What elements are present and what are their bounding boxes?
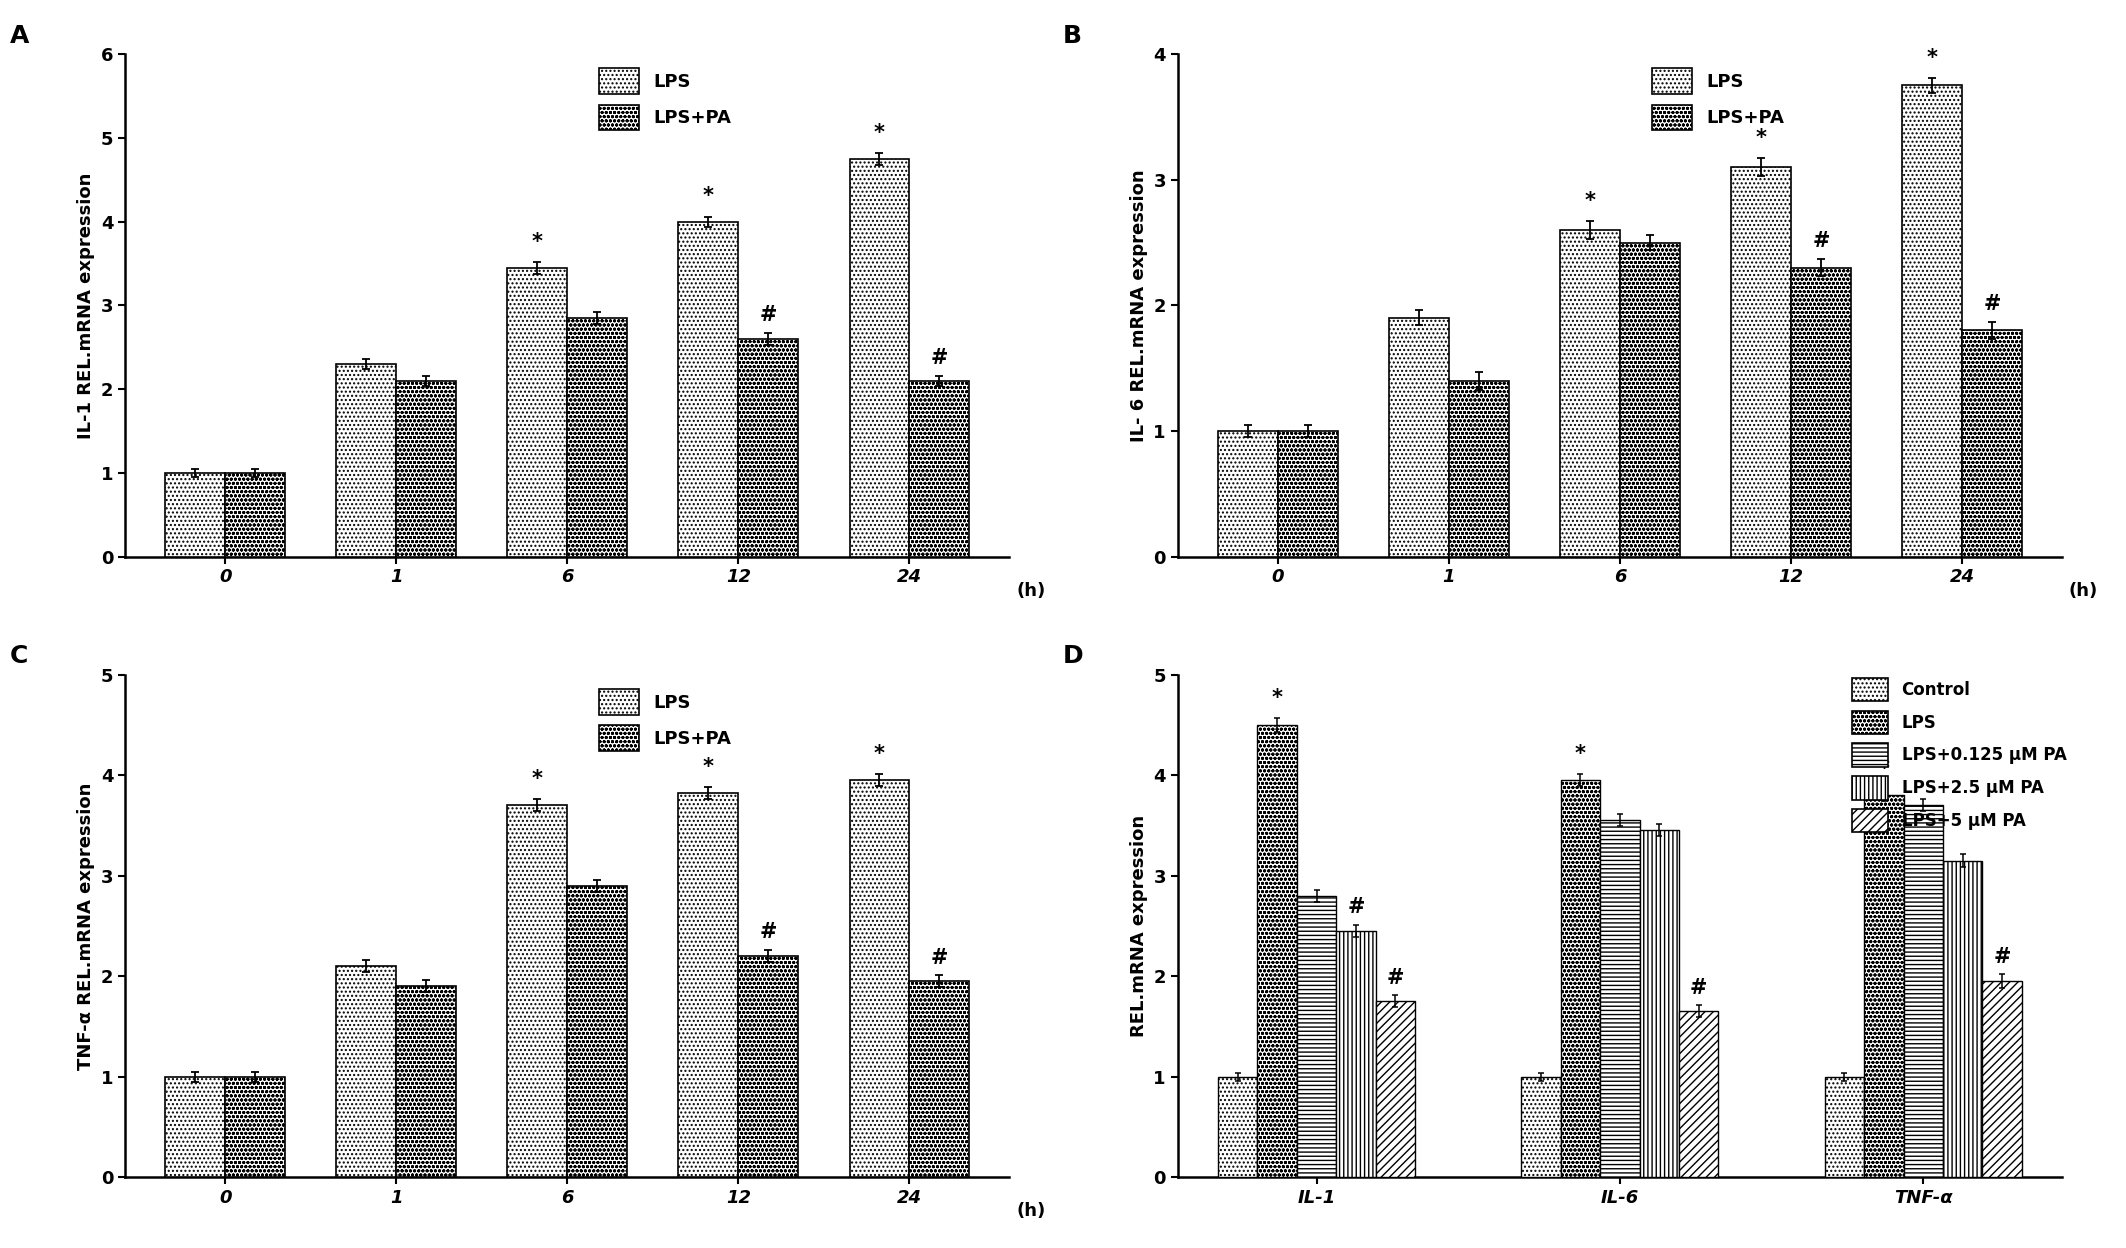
Bar <box>850 158 910 557</box>
Text: *: * <box>874 122 884 142</box>
Bar <box>1297 896 1337 1177</box>
Bar <box>1639 830 1680 1177</box>
Bar <box>910 981 969 1177</box>
Text: #: # <box>931 348 948 368</box>
Bar <box>508 805 568 1177</box>
Text: #: # <box>931 947 948 967</box>
Text: #: # <box>759 922 776 942</box>
Text: D: D <box>1063 644 1084 669</box>
Bar <box>395 381 457 557</box>
Text: (h): (h) <box>1016 582 1046 600</box>
Text: *: * <box>874 744 884 764</box>
Text: #: # <box>1811 231 1830 251</box>
Bar <box>1448 381 1509 557</box>
Text: *: * <box>1756 129 1767 149</box>
Text: #: # <box>1348 897 1365 917</box>
Text: *: * <box>1584 191 1594 211</box>
Y-axis label: TNF-α REL.mRNA expression: TNF-α REL.mRNA expression <box>77 782 96 1070</box>
Bar <box>1218 431 1278 557</box>
Bar <box>1981 981 2022 1177</box>
Text: *: * <box>704 186 714 206</box>
Text: *: * <box>1271 688 1282 708</box>
Bar <box>738 339 797 557</box>
Bar <box>1601 820 1639 1177</box>
Text: #: # <box>1994 946 2011 967</box>
Bar <box>568 318 627 557</box>
Bar <box>1376 1001 1416 1177</box>
Bar <box>678 222 738 557</box>
Bar <box>1522 1077 1560 1177</box>
Bar <box>166 1077 225 1177</box>
Bar <box>1218 1077 1256 1177</box>
Bar <box>1903 85 1962 557</box>
Bar <box>1943 861 1981 1177</box>
Y-axis label: IL- 6 REL.mRNA expression: IL- 6 REL.mRNA expression <box>1129 168 1148 442</box>
Bar <box>568 886 627 1177</box>
Text: *: * <box>532 769 542 789</box>
Bar <box>1560 780 1601 1177</box>
Bar <box>225 473 285 557</box>
Bar <box>1865 795 1903 1177</box>
Text: (h): (h) <box>1016 1202 1046 1221</box>
Bar <box>738 956 797 1177</box>
Bar <box>1962 331 2022 557</box>
Text: #: # <box>759 306 776 326</box>
Bar <box>678 794 738 1177</box>
Text: *: * <box>532 232 542 252</box>
Text: #: # <box>1386 967 1403 987</box>
Legend: LPS, LPS+PA: LPS, LPS+PA <box>593 684 738 756</box>
Legend: LPS, LPS+PA: LPS, LPS+PA <box>1648 62 1790 136</box>
Bar <box>336 364 395 557</box>
Bar <box>1337 931 1376 1177</box>
Text: #: # <box>1690 977 1707 997</box>
Bar <box>1620 242 1680 557</box>
Text: C: C <box>11 644 28 669</box>
Legend: Control, LPS, LPS+0.125 μM PA, LPS+2.5 μM PA, LPS+5 μM PA: Control, LPS, LPS+0.125 μM PA, LPS+2.5 μ… <box>1847 673 2071 837</box>
Bar <box>166 473 225 557</box>
Text: #: # <box>1984 295 2001 314</box>
Legend: LPS, LPS+PA: LPS, LPS+PA <box>593 62 738 136</box>
Y-axis label: REL.mRNA expression: REL.mRNA expression <box>1129 815 1148 1037</box>
Bar <box>1388 318 1448 557</box>
Bar <box>395 986 457 1177</box>
Bar <box>1731 167 1790 557</box>
Bar <box>1680 1011 1718 1177</box>
Text: (h): (h) <box>2069 582 2098 600</box>
Text: B: B <box>1063 24 1082 47</box>
Bar <box>1790 267 1852 557</box>
Text: A: A <box>11 24 30 47</box>
Bar <box>225 1077 285 1177</box>
Text: *: * <box>1575 744 1586 764</box>
Bar <box>910 381 969 557</box>
Bar <box>1560 230 1620 557</box>
Bar <box>508 267 568 557</box>
Text: *: * <box>1877 759 1890 779</box>
Bar <box>1256 725 1297 1177</box>
Bar <box>336 966 395 1177</box>
Bar <box>850 780 910 1177</box>
Text: *: * <box>704 758 714 778</box>
Bar <box>1903 805 1943 1177</box>
Bar <box>1824 1077 1865 1177</box>
Y-axis label: IL-1 REL.mRNA expression: IL-1 REL.mRNA expression <box>77 172 96 438</box>
Bar <box>1278 431 1337 557</box>
Text: *: * <box>1926 47 1937 67</box>
